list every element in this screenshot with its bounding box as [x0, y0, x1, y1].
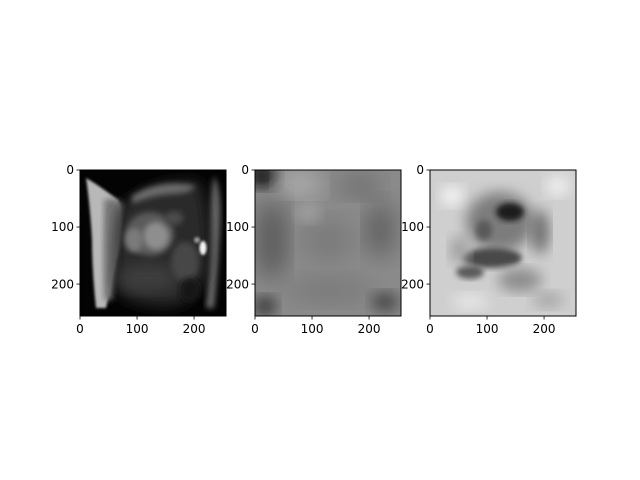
- mri-image: [80, 170, 226, 316]
- mri-image-panel: [79, 169, 227, 317]
- axes-frame: [79, 169, 227, 317]
- x-tick-label: 0: [426, 322, 434, 336]
- y-tick-label: 0: [241, 163, 249, 177]
- x-tick-label: 0: [251, 322, 259, 336]
- x-tick-label: 100: [126, 322, 149, 336]
- x-tick-label: 200: [358, 322, 381, 336]
- x-tick-label: 0: [76, 322, 84, 336]
- x-tick-label: 100: [476, 322, 499, 336]
- ticks-layer: 0 100 200 0 100 200 0 100 200 0 100 200 0 100 200 0 100 2…: [51, 163, 555, 336]
- y-tick-label: 100: [401, 220, 424, 234]
- y-tick-label: 200: [401, 277, 424, 291]
- axes-frame: [429, 169, 577, 317]
- y-tick-label: 100: [226, 220, 249, 234]
- y-tick-label: 0: [416, 163, 424, 177]
- x-tick-label: 100: [301, 322, 324, 336]
- x-tick-label: 200: [183, 322, 206, 336]
- y-tick-label: 200: [51, 277, 74, 291]
- feature-map-smooth-panel: [254, 169, 402, 317]
- feature-map-smooth: [255, 170, 401, 316]
- x-tick-label: 200: [533, 322, 556, 336]
- y-tick-label: 100: [51, 220, 74, 234]
- y-tick-label: 0: [66, 163, 74, 177]
- y-tick-label: 200: [226, 277, 249, 291]
- axes-frame: [254, 169, 402, 317]
- feature-map-contrast-panel: [429, 169, 577, 317]
- feature-map-contrast: [430, 170, 576, 316]
